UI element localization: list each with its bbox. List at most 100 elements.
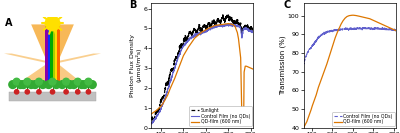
Sunlight [149,119,154,120]
Circle shape [64,90,68,94]
QD-film (600 nm) [371,20,376,21]
Legend: Sunlight, Control Film (no QDs), QD-film (600 nm): Sunlight, Control Film (no QDs), QD-film… [189,106,252,126]
Control Film (no QDs) [361,26,366,28]
Line: Control Film (no QDs): Control Film (no QDs) [152,23,253,124]
Text: C: C [283,0,290,10]
QD-film (600 nm) [214,24,219,26]
Polygon shape [48,53,101,63]
QD-film (600 nm) [237,44,242,45]
Line: QD-film (600 nm): QD-film (600 nm) [304,15,396,128]
Polygon shape [45,23,48,85]
Control Film (no QDs) [371,28,376,29]
Line: Sunlight: Sunlight [152,15,253,122]
Circle shape [50,90,55,94]
Control Film (no QDs) [301,64,306,65]
Circle shape [78,81,86,88]
Sunlight [211,21,216,23]
QD-film (600 nm) [226,23,231,24]
Circle shape [52,81,60,88]
Y-axis label: Transmission (%): Transmission (%) [280,35,286,95]
Control Film (no QDs) [211,26,216,28]
QD-film (600 nm) [208,27,213,28]
Circle shape [85,78,92,85]
Circle shape [49,78,56,85]
QD-film (600 nm) [307,114,312,116]
Circle shape [70,81,78,88]
Circle shape [45,16,60,31]
QD-film (600 nm) [350,14,355,16]
Control Film (no QDs) [208,28,213,29]
QD-film (600 nm) [301,127,306,128]
Control Film (no QDs) [149,123,154,124]
Sunlight [226,19,231,21]
Circle shape [39,81,47,88]
Polygon shape [50,23,52,85]
Sunlight [214,22,219,23]
QD-film (600 nm) [381,24,386,26]
Y-axis label: Photon Flux Density
(μmol/m²s): Photon Flux Density (μmol/m²s) [130,34,142,97]
Circle shape [37,90,41,94]
Circle shape [27,81,35,88]
Control Film (no QDs) [394,31,398,32]
Circle shape [81,81,88,88]
Sunlight [156,109,160,111]
QD-film (600 nm) [211,25,216,27]
Circle shape [66,81,74,88]
Control Film (no QDs) [381,28,386,29]
Circle shape [20,81,27,88]
Polygon shape [48,23,50,85]
Control Film (no QDs) [228,23,233,24]
Circle shape [88,81,96,88]
Line: Control Film (no QDs): Control Film (no QDs) [304,27,396,65]
Polygon shape [52,23,55,85]
Control Film (no QDs) [149,123,154,125]
Circle shape [45,81,52,88]
Circle shape [17,81,24,88]
Control Film (no QDs) [355,28,360,30]
QD-film (600 nm) [155,109,160,110]
Circle shape [74,78,81,85]
Legend: Control Film (no QDs), QD-film (600 nm): Control Film (no QDs), QD-film (600 nm) [332,112,395,126]
Circle shape [25,90,30,94]
QD-film (600 nm) [251,68,256,70]
Polygon shape [31,24,74,63]
QD-film (600 nm) [360,16,365,18]
Circle shape [13,78,20,85]
Sunlight [220,14,225,16]
Control Film (no QDs) [357,28,362,29]
Circle shape [58,81,66,88]
QD-film (600 nm) [355,15,360,17]
QD-film (600 nm) [149,113,154,115]
Circle shape [31,81,39,88]
Sunlight [208,26,213,27]
Control Film (no QDs) [226,23,231,25]
Control Film (no QDs) [156,114,160,115]
Control Film (no QDs) [360,28,365,30]
Text: A: A [5,18,12,28]
Control Film (no QDs) [251,31,256,33]
Sunlight [251,29,256,31]
Sunlight [237,24,242,26]
QD-film (600 nm) [226,23,231,24]
QD-film (600 nm) [241,123,246,124]
Circle shape [24,78,31,85]
Polygon shape [4,53,57,63]
Line: QD-film (600 nm): QD-film (600 nm) [152,24,253,124]
Circle shape [63,78,70,85]
FancyBboxPatch shape [9,92,96,101]
Circle shape [86,90,90,94]
Circle shape [36,78,42,85]
Polygon shape [55,23,57,85]
Control Film (no QDs) [237,26,242,27]
QD-film (600 nm) [357,16,362,17]
Circle shape [9,81,17,88]
Control Film (no QDs) [307,49,312,50]
Circle shape [14,90,19,94]
Text: B: B [129,0,136,10]
Circle shape [76,90,80,94]
Polygon shape [57,23,60,85]
Control Film (no QDs) [214,25,219,27]
QD-film (600 nm) [394,30,398,31]
Polygon shape [14,63,86,87]
Sunlight [151,121,156,122]
